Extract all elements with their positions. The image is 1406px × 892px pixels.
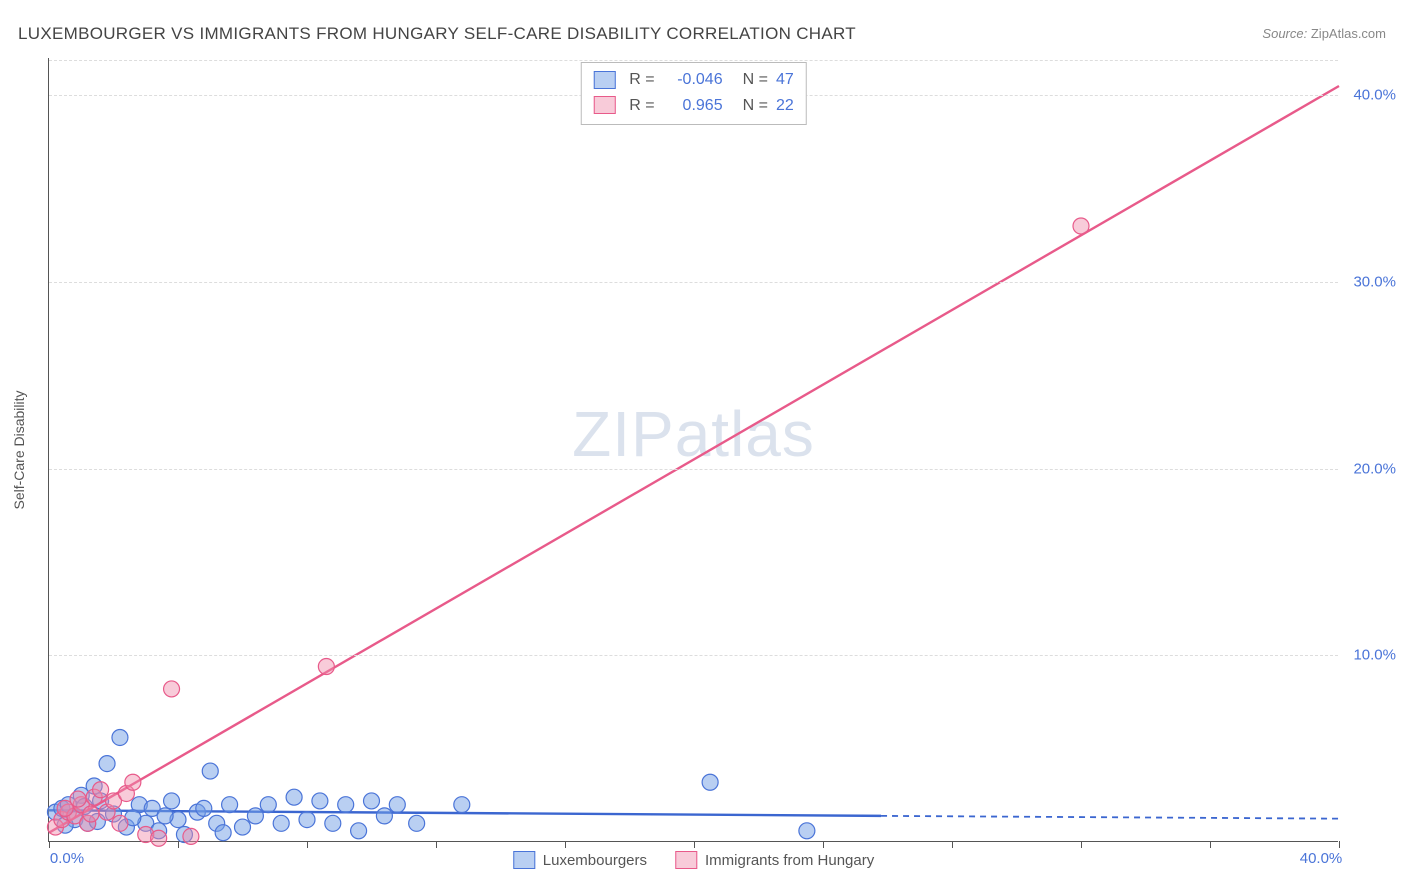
- y-tick-label: 10.0%: [1353, 647, 1396, 664]
- r-label: R =: [629, 93, 654, 119]
- n-value-blue: 47: [776, 67, 794, 93]
- x-tick-label: 40.0%: [1300, 850, 1343, 867]
- gridline-h: [49, 282, 1338, 283]
- x-tick-label: 0.0%: [50, 850, 84, 867]
- r-label: R =: [629, 67, 654, 93]
- plot-area: Self-Care Disability ZIPatlas R = -0.046…: [48, 58, 1338, 842]
- chart-title: LUXEMBOURGER VS IMMIGRANTS FROM HUNGARY …: [18, 24, 856, 44]
- x-tick: [952, 841, 953, 848]
- stats-legend: R = -0.046 N = 47 R = 0.965 N = 22: [580, 62, 806, 125]
- x-tick: [1339, 841, 1340, 848]
- x-tick: [1210, 841, 1211, 848]
- x-tick: [694, 841, 695, 848]
- x-tick: [565, 841, 566, 848]
- source-value: ZipAtlas.com: [1311, 26, 1386, 41]
- x-tick: [49, 841, 50, 848]
- y-tick-label: 30.0%: [1353, 274, 1396, 291]
- n-label: N =: [743, 67, 768, 93]
- chart-svg: [49, 58, 1338, 841]
- swatch-blue-icon: [593, 71, 615, 89]
- legend-label-pink: Immigrants from Hungary: [705, 852, 874, 869]
- legend-item-blue: Luxembourgers: [513, 851, 647, 869]
- y-axis-title: Self-Care Disability: [11, 390, 27, 509]
- bottom-legend: Luxembourgers Immigrants from Hungary: [513, 851, 874, 869]
- r-value-pink: 0.965: [663, 93, 723, 119]
- legend-label-blue: Luxembourgers: [543, 852, 647, 869]
- x-tick: [823, 841, 824, 848]
- x-tick: [307, 841, 308, 848]
- x-tick: [1081, 841, 1082, 848]
- n-value-pink: 22: [776, 93, 794, 119]
- r-value-blue: -0.046: [663, 67, 723, 93]
- legend-item-pink: Immigrants from Hungary: [675, 851, 874, 869]
- y-tick-label: 40.0%: [1353, 87, 1396, 104]
- gridline-h: [49, 60, 1338, 61]
- gridline-h: [49, 469, 1338, 470]
- swatch-pink-icon: [675, 851, 697, 869]
- gridline-h: [49, 655, 1338, 656]
- stats-row-pink: R = 0.965 N = 22: [593, 93, 793, 119]
- y-tick-label: 20.0%: [1353, 460, 1396, 477]
- n-label: N =: [743, 93, 768, 119]
- source-attribution: Source: ZipAtlas.com: [1262, 26, 1386, 41]
- swatch-blue-icon: [513, 851, 535, 869]
- x-tick: [436, 841, 437, 848]
- source-label: Source:: [1262, 26, 1307, 41]
- swatch-pink-icon: [593, 96, 615, 114]
- stats-row-blue: R = -0.046 N = 47: [593, 67, 793, 93]
- x-tick: [178, 841, 179, 848]
